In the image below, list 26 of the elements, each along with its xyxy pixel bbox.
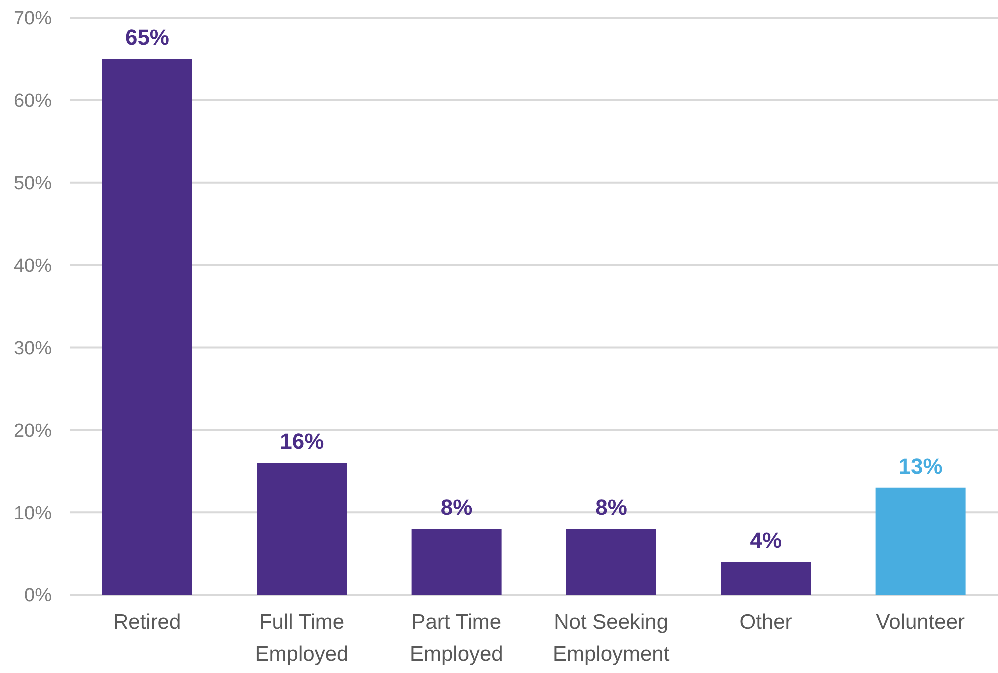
y-tick-label: 10% [14, 503, 52, 524]
bar [876, 488, 966, 595]
bar [721, 562, 812, 595]
bar [566, 529, 656, 595]
data-label: 65% [125, 25, 170, 50]
y-tick-label: 60% [14, 91, 52, 112]
y-tick-label: 30% [14, 338, 52, 360]
y-tick-label: 70% [14, 8, 52, 30]
bar [412, 529, 502, 595]
y-tick-label: 40% [14, 256, 52, 278]
data-label: 8% [440, 495, 473, 520]
y-tick-label: 0% [24, 586, 52, 607]
data-label: 13% [898, 454, 943, 479]
data-label: 8% [596, 495, 628, 520]
x-tick-label: Part Time Employed [410, 611, 504, 666]
data-label: 16% [280, 429, 324, 454]
y-tick-label: 50% [14, 174, 52, 195]
y-tick-label: 20% [14, 420, 52, 442]
x-tick-label: Volunteer [876, 611, 966, 634]
bar [102, 59, 192, 595]
x-tick-label: Not Seeking Employment [552, 611, 670, 666]
bar [257, 463, 348, 595]
x-tick-label: Retired [113, 611, 182, 634]
x-tick-label: Other [740, 611, 792, 634]
x-tick-label: Full Time Employed [255, 611, 349, 666]
data-label: 4% [750, 528, 782, 554]
